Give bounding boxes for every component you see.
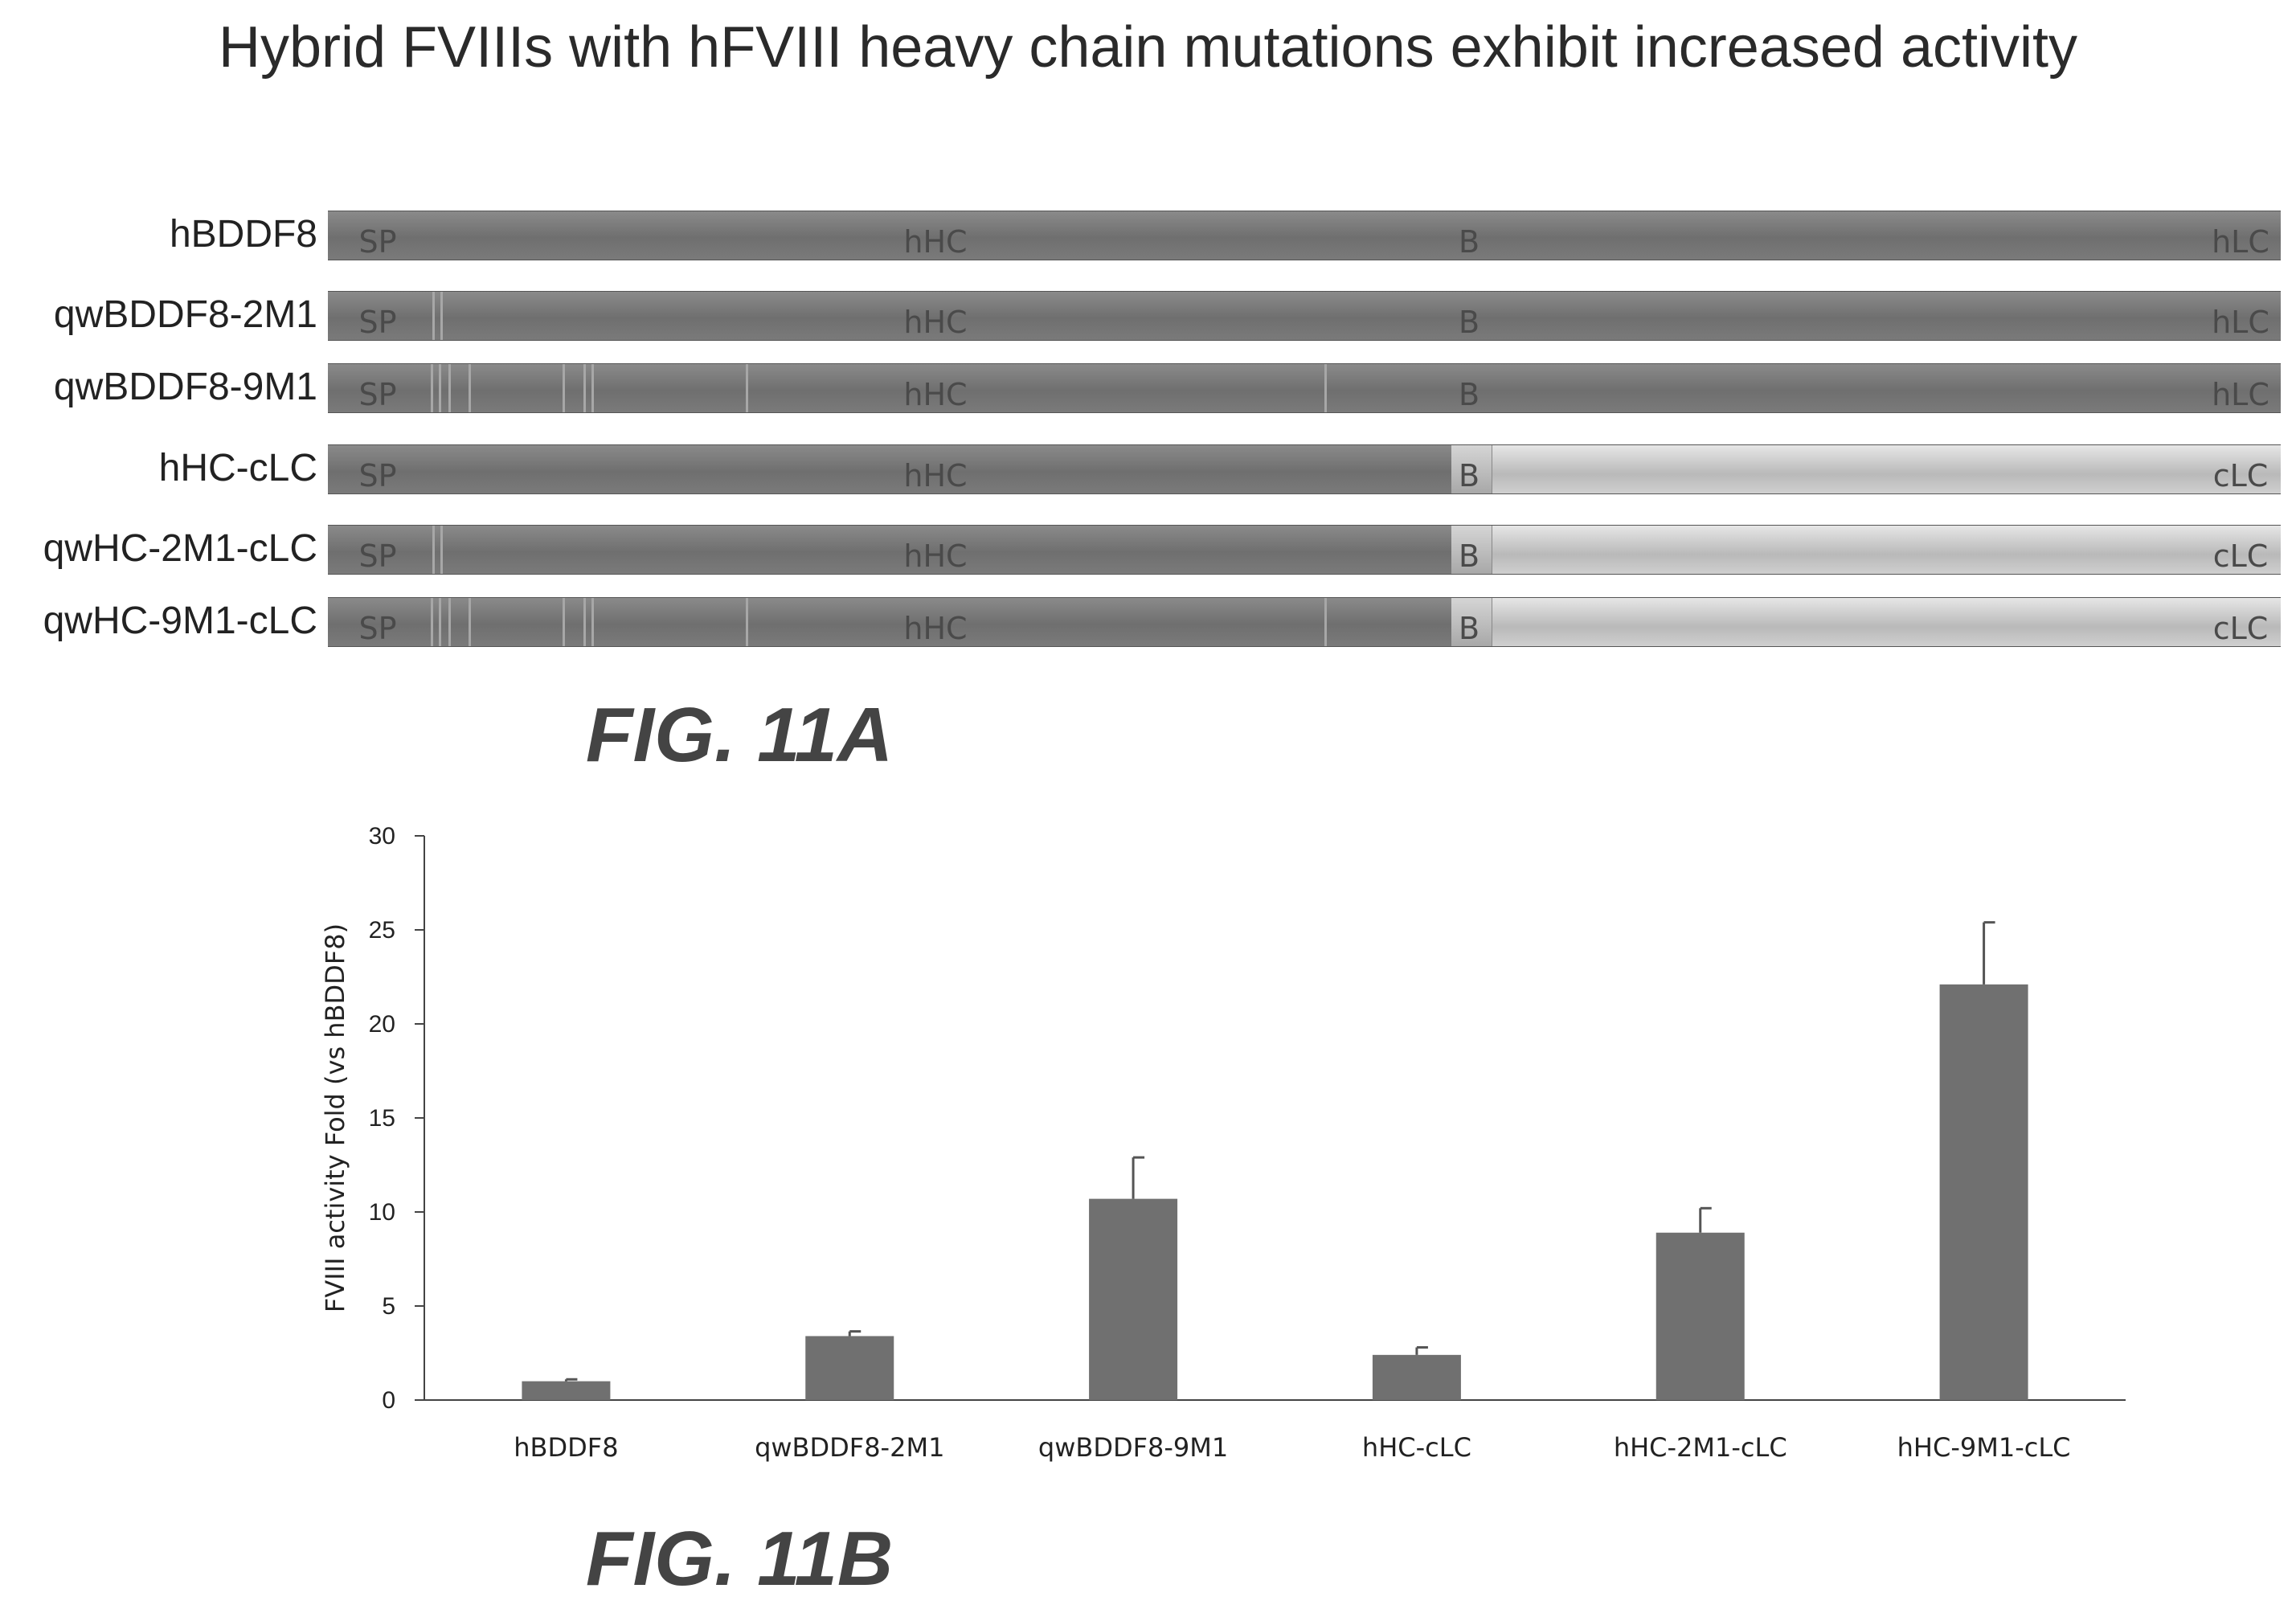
bar <box>1655 1232 1745 1400</box>
y-tick-label: 20 <box>369 1011 395 1038</box>
page-title: Hybrid FVIIIs with hFVIII heavy chain mu… <box>219 15 2077 80</box>
construct-label: qwBDDF8-9M1 <box>53 366 317 408</box>
segment-label-hc: hHC <box>903 224 968 260</box>
mutation-marker <box>591 598 594 646</box>
segment-label-sp: SP <box>358 611 397 646</box>
segment-label-hc: hHC <box>903 377 968 412</box>
segment-label-hc: hHC <box>903 305 968 340</box>
b-domain-segment <box>1451 526 1492 574</box>
mutation-marker <box>448 598 451 646</box>
mutation-marker <box>583 364 586 412</box>
mutation-marker <box>448 364 451 412</box>
activity-bar-chart: 0 5 10 15 20 25 30 FVIII activity Fold (vs hBDD… <box>320 823 2126 1463</box>
construct-label: qwHC-2M1-cLC <box>43 527 317 570</box>
mutation-marker <box>431 364 433 412</box>
segment-label-lc: cLC <box>2212 538 2269 574</box>
segment-label-hc: hHC <box>903 458 968 493</box>
mutation-marker <box>439 598 441 646</box>
x-category-label: qwBDDF8-9M1 <box>1038 1432 1228 1463</box>
segment-label-sp: SP <box>358 458 397 493</box>
segment-label-b: B <box>1458 538 1480 574</box>
mutation-marker <box>440 292 443 340</box>
bar <box>805 1336 894 1400</box>
figure-11a-caption: FIG. 11A <box>585 692 894 778</box>
segment-label-sp: SP <box>358 538 397 574</box>
y-tick-label: 5 <box>382 1293 395 1320</box>
mutation-marker <box>432 292 435 340</box>
y-tick-label: 0 <box>382 1387 395 1414</box>
mutation-marker <box>440 526 443 574</box>
mutation-marker <box>591 364 594 412</box>
segment-label-lc: cLC <box>2212 458 2269 493</box>
construct-label: qwBDDF8-2M1 <box>53 293 317 336</box>
mutation-marker <box>431 598 433 646</box>
y-tick-label: 10 <box>369 1199 395 1226</box>
segment-label-b: B <box>1458 611 1480 646</box>
canine-light-chain-segment <box>1492 598 2281 646</box>
figure-11b-caption: FIG. 11B <box>585 1516 894 1602</box>
mutation-marker <box>469 364 471 412</box>
canine-light-chain-segment <box>1492 526 2281 574</box>
segment-label-lc: hLC <box>2212 224 2269 260</box>
segment-label-b: B <box>1458 458 1480 493</box>
mutation-marker <box>746 364 748 412</box>
mutation-marker <box>1324 598 1327 646</box>
b-domain-segment <box>1451 598 1492 646</box>
x-category-label: qwBDDF8-2M1 <box>755 1432 944 1463</box>
construct-label: qwHC-9M1-cLC <box>43 600 317 642</box>
construct-label: hBDDF8 <box>169 213 317 256</box>
segment-label-lc: cLC <box>2212 611 2269 646</box>
y-tick-label: 15 <box>369 1105 395 1132</box>
construct-label: hHC-cLC <box>158 447 317 489</box>
mutation-marker <box>439 364 441 412</box>
segment-label-b: B <box>1458 224 1480 260</box>
segment-label-sp: SP <box>358 377 397 412</box>
segment-label-lc: hLC <box>2212 305 2269 340</box>
bar <box>522 1381 611 1400</box>
canine-light-chain-segment <box>1492 445 2281 493</box>
segment-label-lc: hLC <box>2212 377 2269 412</box>
mutation-marker <box>1324 364 1327 412</box>
segment-label-sp: SP <box>358 305 397 340</box>
segment-label-hc: hHC <box>903 611 968 646</box>
mutation-marker <box>583 598 586 646</box>
y-tick-label: 25 <box>369 917 395 944</box>
x-category-label: hHC-cLC <box>1362 1432 1471 1463</box>
mutation-marker <box>432 526 435 574</box>
segment-label-b: B <box>1458 305 1480 340</box>
y-axis-label: FVIII activity Fold (vs hBDDF8) <box>320 923 350 1312</box>
bar <box>1372 1354 1461 1400</box>
segment-label-b: B <box>1458 377 1480 412</box>
x-category-label: hHC-2M1-cLC <box>1614 1432 1787 1463</box>
bar <box>1089 1198 1178 1400</box>
mutation-marker <box>746 598 748 646</box>
mutation-marker <box>469 598 471 646</box>
x-category-label: hHC-9M1-cLC <box>1897 1432 2071 1463</box>
x-category-label: hBDDF8 <box>514 1432 618 1463</box>
mutation-marker <box>563 598 565 646</box>
segment-label-sp: SP <box>358 224 397 260</box>
b-domain-segment <box>1451 445 1492 493</box>
segment-label-hc: hHC <box>903 538 968 574</box>
bar <box>1939 984 2028 1400</box>
y-tick-label: 30 <box>369 823 395 850</box>
mutation-marker <box>563 364 565 412</box>
